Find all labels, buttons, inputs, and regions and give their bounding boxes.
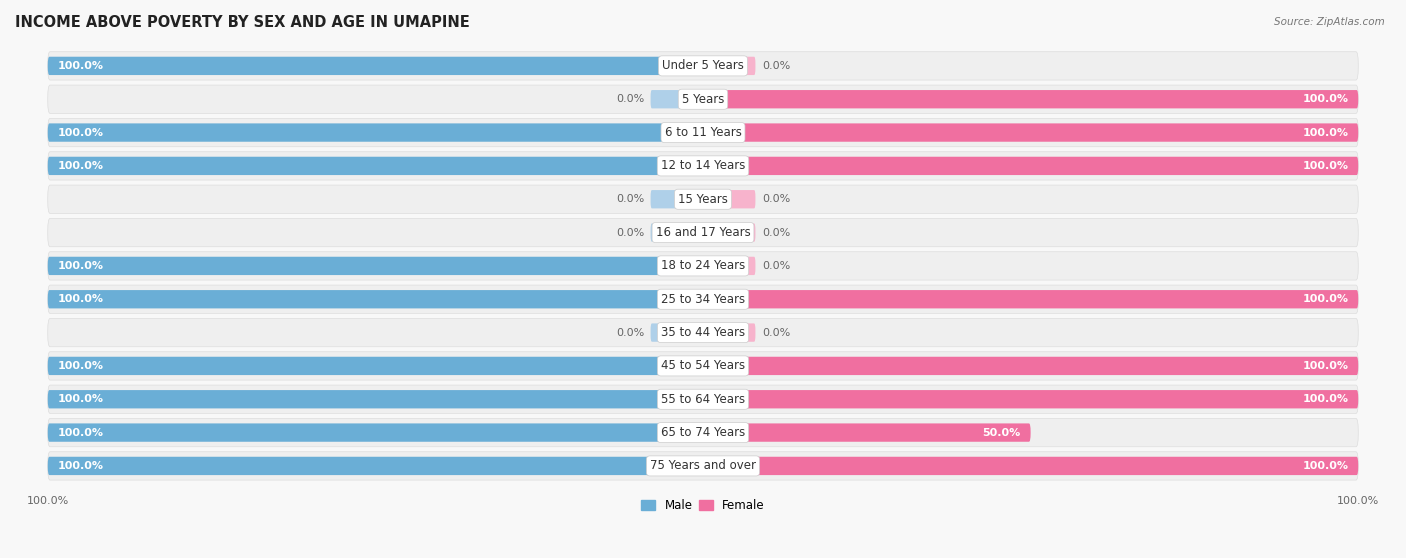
Text: 100.0%: 100.0% (58, 395, 104, 404)
Text: 100.0%: 100.0% (1302, 128, 1348, 138)
Text: 18 to 24 Years: 18 to 24 Years (661, 259, 745, 272)
FancyBboxPatch shape (48, 118, 1358, 147)
Text: 100.0%: 100.0% (58, 128, 104, 138)
Text: 75 Years and over: 75 Years and over (650, 459, 756, 473)
FancyBboxPatch shape (48, 252, 1358, 280)
FancyBboxPatch shape (651, 190, 703, 208)
FancyBboxPatch shape (703, 257, 755, 275)
Text: 0.0%: 0.0% (762, 61, 790, 71)
FancyBboxPatch shape (48, 152, 1358, 180)
Text: 12 to 14 Years: 12 to 14 Years (661, 160, 745, 172)
Text: 100.0%: 100.0% (58, 261, 104, 271)
FancyBboxPatch shape (48, 357, 703, 375)
FancyBboxPatch shape (703, 190, 755, 208)
Text: 50.0%: 50.0% (983, 427, 1021, 437)
Text: 65 to 74 Years: 65 to 74 Years (661, 426, 745, 439)
Legend: Male, Female: Male, Female (637, 494, 769, 517)
FancyBboxPatch shape (703, 223, 755, 242)
Text: 15 Years: 15 Years (678, 193, 728, 206)
Text: 0.0%: 0.0% (762, 194, 790, 204)
Text: 0.0%: 0.0% (616, 328, 644, 338)
Text: 16 and 17 Years: 16 and 17 Years (655, 226, 751, 239)
FancyBboxPatch shape (703, 90, 1358, 108)
FancyBboxPatch shape (703, 357, 1358, 375)
FancyBboxPatch shape (48, 157, 703, 175)
Text: Source: ZipAtlas.com: Source: ZipAtlas.com (1274, 17, 1385, 27)
Text: 0.0%: 0.0% (616, 228, 644, 238)
FancyBboxPatch shape (48, 57, 703, 75)
FancyBboxPatch shape (703, 457, 1358, 475)
FancyBboxPatch shape (48, 185, 1358, 213)
Text: 0.0%: 0.0% (762, 228, 790, 238)
Text: 0.0%: 0.0% (616, 94, 644, 104)
FancyBboxPatch shape (48, 418, 1358, 447)
FancyBboxPatch shape (48, 319, 1358, 347)
FancyBboxPatch shape (48, 385, 1358, 413)
FancyBboxPatch shape (703, 123, 1358, 142)
Text: 0.0%: 0.0% (616, 194, 644, 204)
FancyBboxPatch shape (48, 218, 1358, 247)
Text: 100.0%: 100.0% (58, 427, 104, 437)
FancyBboxPatch shape (703, 390, 1358, 408)
Text: 25 to 34 Years: 25 to 34 Years (661, 293, 745, 306)
FancyBboxPatch shape (48, 424, 703, 442)
FancyBboxPatch shape (651, 324, 703, 341)
Text: 100.0%: 100.0% (58, 461, 104, 471)
FancyBboxPatch shape (48, 390, 703, 408)
FancyBboxPatch shape (703, 290, 1358, 309)
FancyBboxPatch shape (703, 57, 755, 75)
Text: Under 5 Years: Under 5 Years (662, 59, 744, 73)
Text: 100.0%: 100.0% (58, 361, 104, 371)
Text: 100.0%: 100.0% (1302, 294, 1348, 304)
Text: 100.0%: 100.0% (1302, 361, 1348, 371)
FancyBboxPatch shape (48, 85, 1358, 113)
FancyBboxPatch shape (703, 324, 755, 341)
FancyBboxPatch shape (48, 352, 1358, 380)
Text: 0.0%: 0.0% (762, 328, 790, 338)
FancyBboxPatch shape (48, 452, 1358, 480)
Text: 0.0%: 0.0% (762, 261, 790, 271)
Text: 100.0%: 100.0% (1302, 461, 1348, 471)
FancyBboxPatch shape (48, 52, 1358, 80)
FancyBboxPatch shape (48, 290, 703, 309)
Text: 5 Years: 5 Years (682, 93, 724, 105)
Text: 100.0%: 100.0% (1302, 395, 1348, 404)
FancyBboxPatch shape (703, 424, 1031, 442)
Text: 55 to 64 Years: 55 to 64 Years (661, 393, 745, 406)
FancyBboxPatch shape (48, 123, 703, 142)
Text: 100.0%: 100.0% (1302, 94, 1348, 104)
FancyBboxPatch shape (48, 285, 1358, 314)
Text: 6 to 11 Years: 6 to 11 Years (665, 126, 741, 139)
FancyBboxPatch shape (48, 457, 703, 475)
Text: 45 to 54 Years: 45 to 54 Years (661, 359, 745, 372)
FancyBboxPatch shape (651, 223, 703, 242)
FancyBboxPatch shape (651, 90, 703, 108)
Text: 100.0%: 100.0% (58, 161, 104, 171)
Text: 100.0%: 100.0% (58, 61, 104, 71)
FancyBboxPatch shape (703, 157, 1358, 175)
Text: 100.0%: 100.0% (1302, 161, 1348, 171)
FancyBboxPatch shape (48, 257, 703, 275)
Text: INCOME ABOVE POVERTY BY SEX AND AGE IN UMAPINE: INCOME ABOVE POVERTY BY SEX AND AGE IN U… (15, 15, 470, 30)
Text: 35 to 44 Years: 35 to 44 Years (661, 326, 745, 339)
Text: 100.0%: 100.0% (58, 294, 104, 304)
